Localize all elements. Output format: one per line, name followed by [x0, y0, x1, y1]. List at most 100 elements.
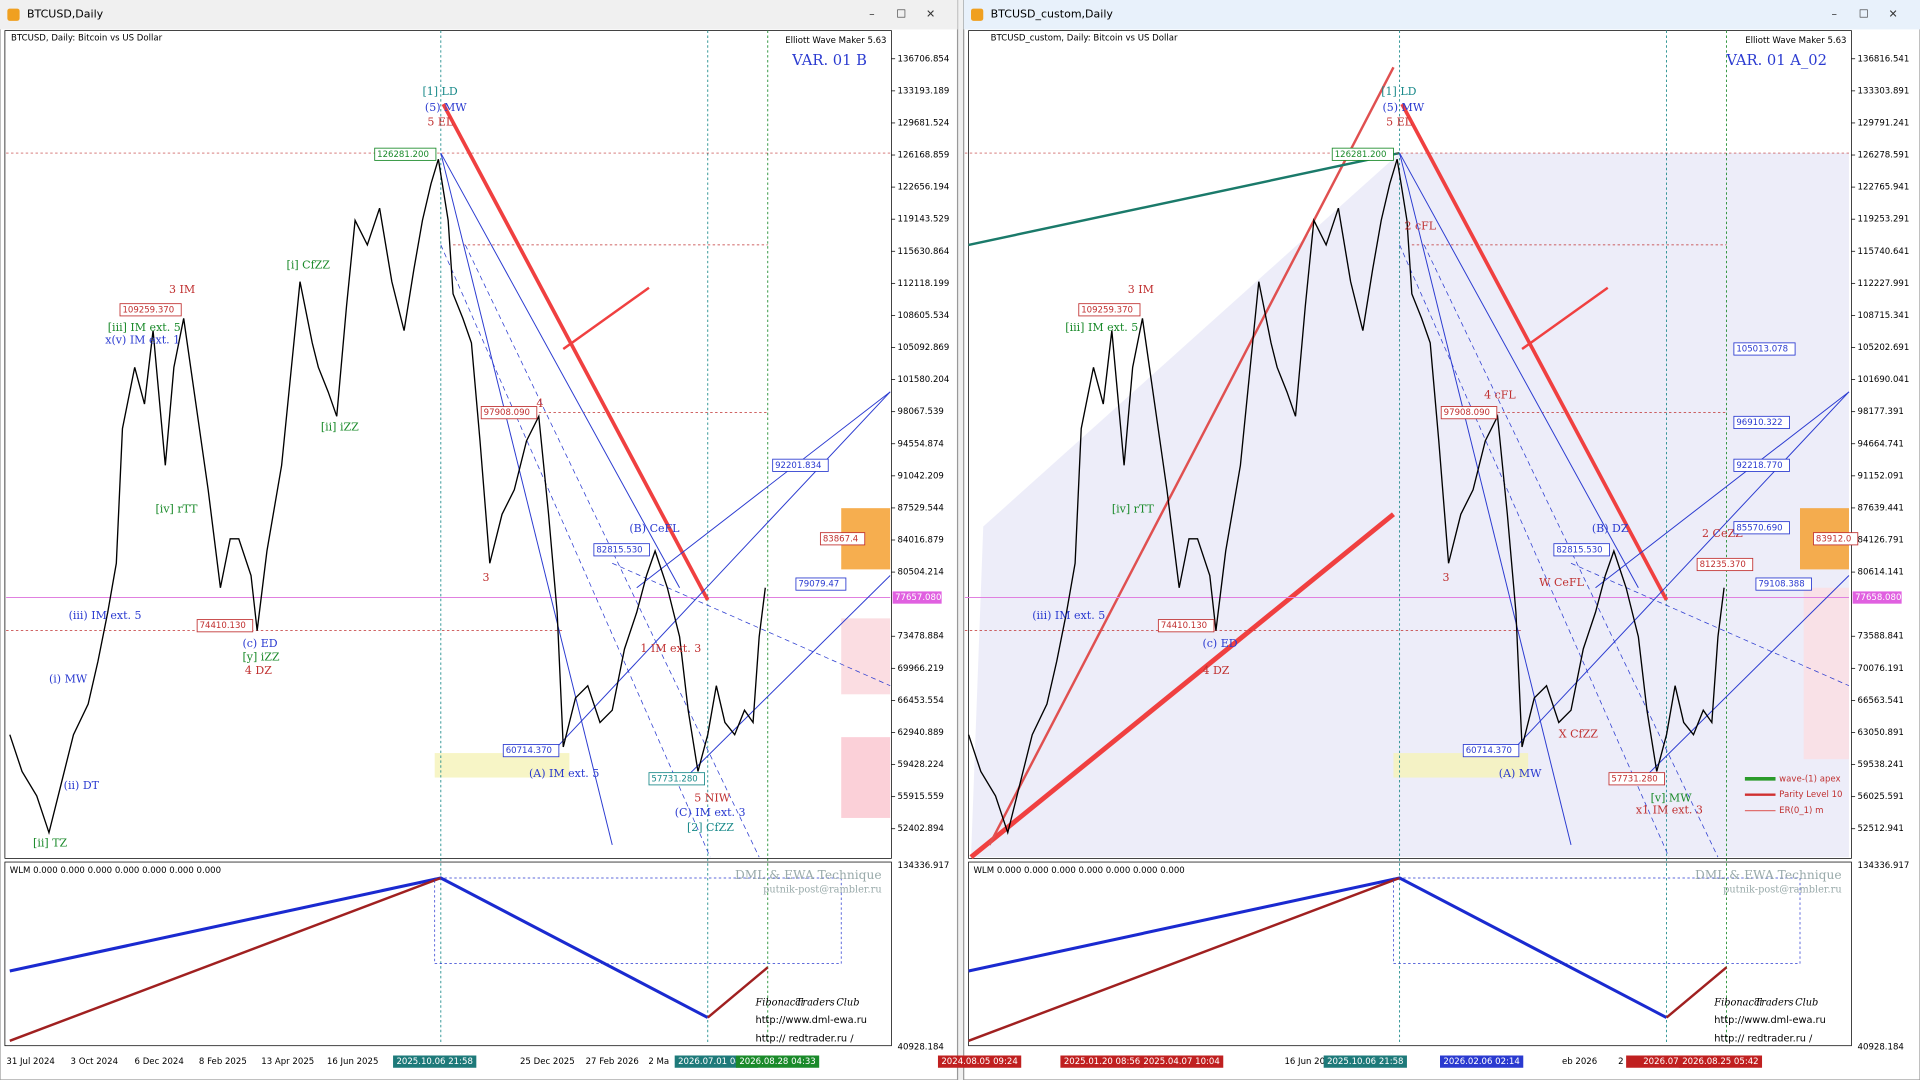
wave-label: [ii] iZZ	[321, 420, 359, 433]
wave-label: 2 CeZZ	[1702, 527, 1743, 540]
wave-label: 4	[536, 397, 543, 410]
channel-line	[440, 152, 613, 846]
time-label: 2024.08.05 09:24	[941, 1057, 1017, 1067]
current-price: 77658.080	[1855, 593, 1901, 603]
price-path	[967, 158, 1725, 836]
maximize-button[interactable]: ☐	[896, 8, 906, 21]
time-label: 2026.07.01	[1643, 1057, 1692, 1067]
time-label: 2025.10.06 21:58	[1327, 1057, 1403, 1067]
price-tick-label: 70076.191	[1858, 664, 1904, 674]
wave-label: (B) CeFL	[629, 522, 680, 535]
wave-label: x(v) IM ext. 1	[105, 333, 180, 346]
time-highlight	[1323, 1055, 1407, 1068]
price-box	[1755, 577, 1812, 591]
indicator-tick-label: 40928.184	[898, 1042, 944, 1052]
wave-label: (C) IM ext. 3	[675, 806, 746, 819]
channel-line	[679, 575, 891, 785]
close-button[interactable]: ✕	[1888, 8, 1897, 21]
price-box	[1462, 744, 1520, 758]
price-tick-label: 126278.591	[1858, 151, 1910, 161]
minimize-button[interactable]: –	[1832, 8, 1838, 21]
thick-red-line	[969, 512, 1396, 860]
red-line	[988, 66, 1395, 846]
wave-label: W CeFL	[1539, 576, 1584, 589]
price-box-label: 79079.47	[798, 580, 839, 590]
price-tick-label: 136816.541	[1858, 54, 1910, 64]
price-box-label: 79108.388	[1758, 580, 1804, 590]
price-tick-label: 122765.941	[1858, 183, 1910, 193]
url-label: http://www.dml-ewa.ru	[756, 1015, 868, 1026]
channel-line	[556, 391, 891, 748]
price-tick-label: 73478.884	[898, 632, 944, 642]
indicator-tick-label: 134336.917	[1858, 861, 1910, 871]
price-tick-label: 98177.391	[1858, 407, 1904, 417]
indicator-header: WLM 0.000 0.000 0.000 0.000 0.000 0.000 …	[10, 866, 221, 876]
wave-label: (i) MW	[49, 673, 88, 686]
ea-name: Elliott Wave Maker 5.63	[785, 36, 886, 46]
red-line	[562, 286, 650, 350]
price-tick-label: 115630.864	[898, 247, 950, 257]
wave-label: (iii) IM ext. 5	[1032, 609, 1105, 622]
price-box	[1157, 619, 1215, 633]
price-box-label: 126281.200	[377, 150, 429, 160]
time-label: 2025.10.06 21:58	[396, 1057, 472, 1067]
window-icon	[7, 8, 20, 21]
price-tick-label: 112118.199	[898, 279, 950, 289]
price-tick-label: 59538.241	[1858, 760, 1904, 770]
wave-label: (A) IM ext. 5	[529, 767, 599, 780]
club-label: Traders	[1755, 997, 1794, 1008]
ea-name: Elliott Wave Maker 5.63	[1745, 36, 1846, 46]
price-box	[1608, 772, 1666, 786]
minimize-button[interactable]: –	[869, 8, 875, 21]
price-box-label: 83912.0	[1816, 534, 1851, 544]
close-button[interactable]: ✕	[926, 8, 935, 21]
watermark: DML & EWA Technique	[735, 868, 882, 882]
price-box-label: 83867.4	[823, 534, 858, 544]
wave-label: [1] LD	[422, 85, 457, 98]
time-highlight	[1678, 1055, 1763, 1068]
watermark: putnik-post@rambler.ru	[763, 885, 882, 896]
indicator-box	[434, 877, 842, 965]
maximize-button[interactable]: ☐	[1859, 8, 1869, 21]
club-label: Club	[1795, 997, 1818, 1008]
price-tick-label: 112227.991	[1858, 279, 1910, 289]
price-box	[593, 543, 650, 557]
wave-label: 5 EL	[427, 115, 454, 128]
wave-label: x1 IM ext. 3	[1636, 804, 1703, 817]
window-icon	[971, 8, 984, 21]
time-label: eb 2026	[1562, 1057, 1597, 1067]
wave-label: [iv] rTT	[1112, 502, 1155, 515]
watermark: putnik-post@rambler.ru	[1723, 885, 1842, 896]
current-price-box	[1852, 591, 1902, 604]
price-box-label: 97908.090	[484, 408, 530, 418]
channel-line	[440, 244, 711, 858]
price-box	[819, 532, 866, 546]
time-highlight	[393, 1055, 477, 1068]
club-label: Fibonacci	[1713, 997, 1762, 1008]
time-label: 2026.07.01 04:13	[678, 1057, 754, 1067]
price-box	[1733, 521, 1790, 535]
price-box-label: 109259.370	[1081, 305, 1133, 315]
wave-label: [iii] IM ext. 5	[108, 321, 181, 334]
price-tick-label: 52402.894	[898, 824, 944, 834]
price-tick-label: 52512.941	[1858, 824, 1904, 834]
wave-label: 4 DZ	[245, 664, 272, 677]
pink-zone	[841, 618, 891, 695]
price-tick-label: 73588.841	[1858, 632, 1904, 642]
price-box-label: 92218.770	[1736, 461, 1782, 471]
price-box	[480, 406, 538, 420]
wave-label: 4 cFL	[1484, 389, 1516, 402]
channel-line	[1399, 152, 1572, 846]
chart-header: BTCUSD_custom, Daily: Bitcoin vs US Doll…	[991, 33, 1178, 43]
price-tick-label: 133193.189	[898, 86, 950, 96]
time-highlight	[1140, 1055, 1224, 1068]
time-highlight	[735, 1055, 820, 1068]
price-tick-label: 98067.539	[898, 407, 944, 417]
price-box	[772, 458, 829, 472]
wave-label: X CfZZ	[1559, 728, 1599, 741]
price-box	[119, 303, 182, 317]
club-label: Traders	[796, 997, 835, 1008]
club-label: Club	[836, 997, 859, 1008]
